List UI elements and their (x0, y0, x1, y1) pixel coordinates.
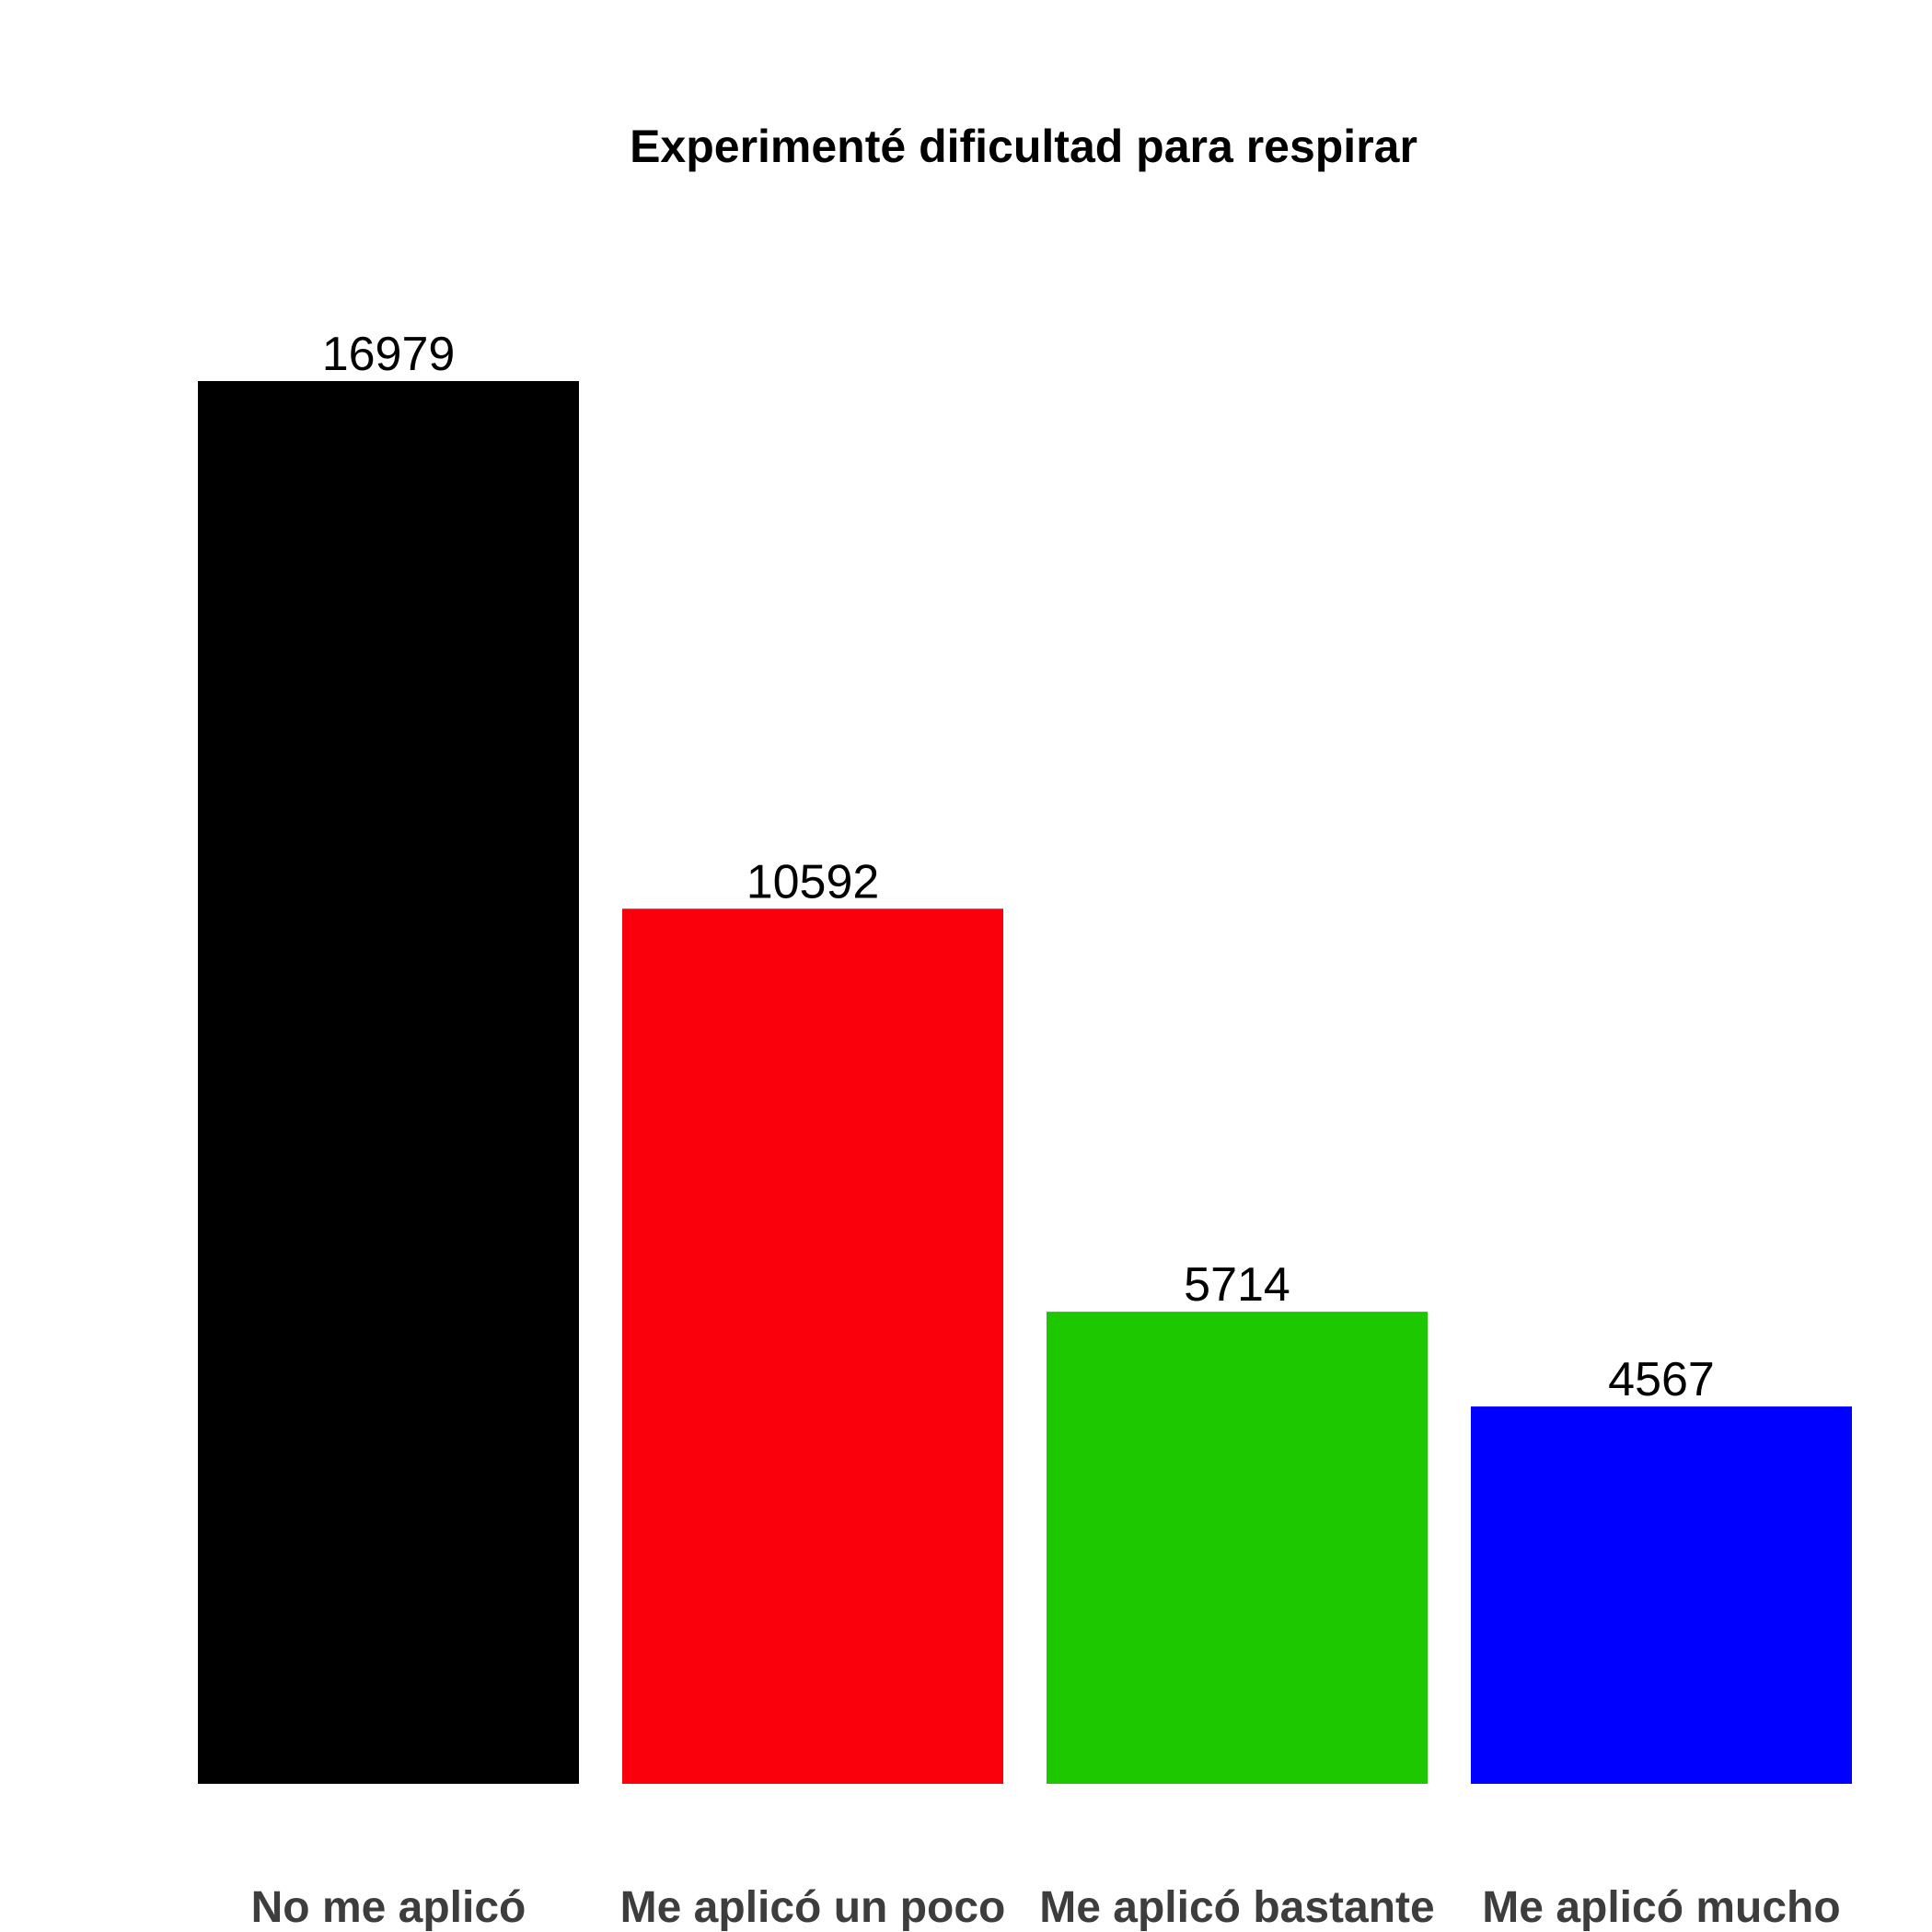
category-label-2: Me aplicó un poco (620, 1883, 1006, 1932)
category-label-4: Me aplicó mucho (1482, 1883, 1840, 1932)
bar-2 (622, 908, 1003, 1784)
category-labels-group: No me aplicó Me aplicó un poco Me aplicó b… (251, 1883, 1841, 1932)
bar-3 (1047, 1312, 1428, 1784)
value-label-3: 5714 (1184, 1258, 1290, 1312)
value-label-2: 10592 (746, 855, 880, 908)
value-label-4: 4567 (1608, 1353, 1715, 1406)
value-label-1: 16979 (322, 328, 456, 381)
value-labels-group: 16979 10592 5714 4567 (322, 328, 1715, 1406)
bar-1 (198, 381, 579, 1784)
category-label-3: Me aplicó bastante (1039, 1883, 1434, 1932)
bars-group (198, 381, 1852, 1784)
bar-4 (1471, 1406, 1852, 1784)
category-label-1: No me aplicó (251, 1883, 526, 1932)
chart-title: Experimenté dificultad para respirar (630, 121, 1417, 172)
